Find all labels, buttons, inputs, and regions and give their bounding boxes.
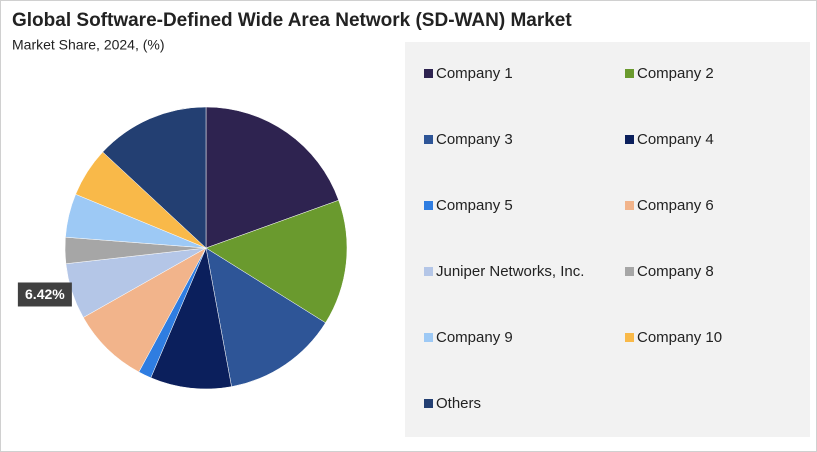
legend-swatch (424, 267, 433, 276)
pie-slice (150, 247, 232, 390)
legend-label: Juniper Networks, Inc. (436, 263, 584, 280)
legend-label: Company 3 (436, 131, 513, 148)
legend-label: Company 4 (637, 131, 714, 148)
legend-swatch (625, 201, 634, 210)
legend-label: Company 8 (637, 263, 714, 280)
legend-label: Company 9 (436, 329, 513, 346)
legend-swatch (625, 333, 634, 342)
legend-swatch (424, 135, 433, 144)
legend-box (405, 42, 810, 437)
legend-label: Company 6 (637, 197, 714, 214)
data-label: 6.42% (25, 286, 65, 302)
pie-slice (205, 106, 339, 249)
legend-swatch (424, 201, 433, 210)
legend-label: Company 2 (637, 65, 714, 82)
pie-slice (102, 106, 207, 249)
legend-label: Company 10 (637, 329, 722, 346)
data-label-box (17, 282, 72, 307)
legend-label: Company 1 (436, 65, 513, 82)
legend-swatch (424, 333, 433, 342)
legend-swatch (625, 69, 634, 78)
legend-swatch (424, 69, 433, 78)
legend-label: Company 5 (436, 197, 513, 214)
pie-slice (205, 247, 326, 387)
legend-swatch (625, 267, 634, 276)
pie-slice (205, 199, 348, 324)
legend-label: Others (436, 395, 481, 412)
legend-swatch (424, 399, 433, 408)
legend-swatch (625, 135, 634, 144)
chart-title: Global Software-Defined Wide Area Networ… (12, 10, 572, 31)
chart-subtitle: Market Share, 2024, (%) (12, 37, 165, 53)
